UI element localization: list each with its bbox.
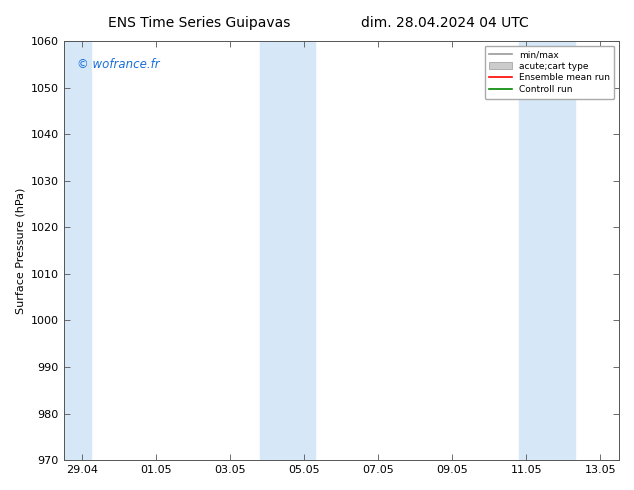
Bar [63,41,91,460]
Text: dim. 28.04.2024 04 UTC: dim. 28.04.2024 04 UTC [361,16,529,30]
Bar [519,41,574,460]
Text: ENS Time Series Guipavas: ENS Time Series Guipavas [108,16,290,30]
Legend: min/max, acute;cart type, Ensemble mean run, Controll run: min/max, acute;cart type, Ensemble mean … [484,46,614,98]
Y-axis label: Surface Pressure (hPa): Surface Pressure (hPa) [15,187,25,314]
Bar [260,41,315,460]
Text: © wofrance.fr: © wofrance.fr [77,58,160,71]
